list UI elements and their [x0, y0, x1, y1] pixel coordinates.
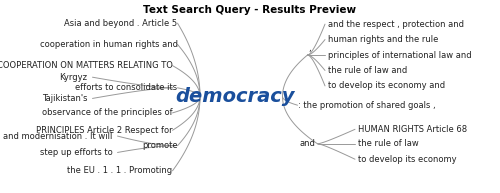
Text: cooperation in human rights and: cooperation in human rights and	[40, 40, 177, 49]
Text: the rule of law and: the rule of law and	[328, 66, 407, 75]
Text: PRINCIPLES Article 2 Respect for: PRINCIPLES Article 2 Respect for	[36, 126, 172, 135]
Text: observance of the principles of: observance of the principles of	[42, 108, 172, 117]
Text: Tajikistan's: Tajikistan's	[42, 94, 88, 103]
Text: human rights and the rule: human rights and the rule	[328, 35, 438, 44]
Text: democracy: democracy	[176, 87, 295, 106]
Text: and modernisation . It will: and modernisation . It will	[3, 132, 112, 141]
Text: Text Search Query - Results Preview: Text Search Query - Results Preview	[144, 5, 356, 15]
Text: to develop its economy: to develop its economy	[358, 155, 456, 164]
Text: and: and	[299, 139, 315, 148]
Text: the rule of law: the rule of law	[358, 139, 418, 148]
Text: to develop its economy and: to develop its economy and	[328, 81, 444, 90]
Text: HUMAN RIGHTS Article 68: HUMAN RIGHTS Article 68	[358, 125, 467, 134]
Text: efforts to consolidate its: efforts to consolidate its	[76, 83, 178, 92]
Text: Asia and beyond . Article 5: Asia and beyond . Article 5	[64, 19, 178, 28]
Text: promote: promote	[142, 141, 178, 150]
Text: COOPERATION ON MATTERS RELATING TO: COOPERATION ON MATTERS RELATING TO	[0, 61, 172, 70]
Text: ,: ,	[308, 44, 311, 53]
Text: : the promotion of shared goals ,: : the promotion of shared goals ,	[298, 101, 435, 110]
Text: Kyrgyz: Kyrgyz	[60, 73, 88, 82]
Text: and the respect , protection and: and the respect , protection and	[328, 20, 464, 29]
Text: the EU . 1 . 1 . Promoting: the EU . 1 . 1 . Promoting	[68, 166, 172, 175]
Text: step up efforts to: step up efforts to	[40, 148, 113, 157]
Text: principles of international law and: principles of international law and	[328, 51, 471, 59]
